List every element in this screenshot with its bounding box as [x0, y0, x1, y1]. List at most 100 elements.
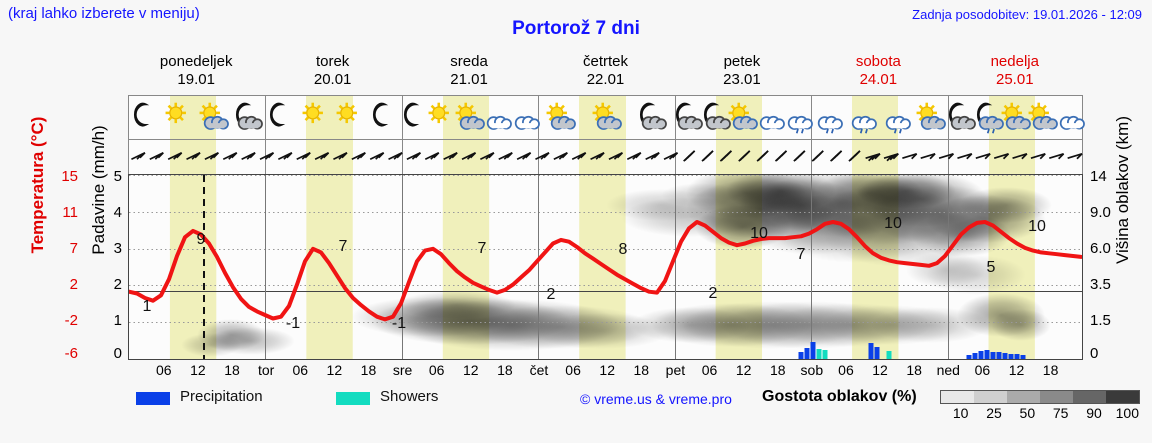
bar-precipitation [1014, 354, 1020, 359]
precipitation-bars [798, 342, 1026, 359]
bar-precipitation [1020, 355, 1026, 359]
precipitation-label: Precipitation [180, 388, 263, 405]
weather-icon-sun [334, 99, 368, 137]
weather-icon-moon-cloud [671, 99, 705, 137]
bar-showers [822, 350, 828, 359]
bar-showers [886, 351, 892, 359]
time-tick: čet [529, 362, 549, 378]
cloud-height-tick: 1.5 [1090, 312, 1111, 329]
density-tick: 50 [1019, 405, 1036, 421]
day-separator-4 [674, 96, 676, 139]
weather-icon-sun-cloud [914, 99, 948, 137]
weather-icon-cloud-rain [781, 99, 815, 137]
day-separator-6 [947, 96, 949, 139]
day-date: 24.01 [859, 71, 898, 88]
last-updated: Zadnja posodobitev: 19.01.2026 - 12:09 [912, 7, 1142, 22]
bar-precipitation [810, 342, 816, 359]
weather-icon-sun [163, 99, 197, 137]
density-segment-2 [973, 391, 1007, 403]
day-name: sobota [855, 53, 901, 70]
weather-icon-cloud [508, 99, 542, 137]
bar-precipitation [1002, 353, 1008, 359]
cloud-height-tick: 3.5 [1090, 276, 1111, 293]
temperature-curve [129, 220, 1082, 322]
day-date: 22.01 [586, 71, 625, 88]
day-name: petek [723, 53, 761, 70]
density-tick: 100 [1115, 405, 1139, 421]
precipitation-tick: 4 [113, 204, 122, 221]
day-header-7: nedelja 25.01 [947, 53, 1083, 89]
temperature-label: 10 [884, 215, 902, 232]
time-tick: 12 [1008, 362, 1025, 378]
wind-barb-strip [128, 140, 1083, 174]
density-tick: 25 [986, 405, 1002, 421]
weather-icon-moon-cloud [635, 99, 669, 137]
location-hint: (kraj lahko izberete v meniju) [8, 5, 200, 22]
day-header-5: petek 23.01 [674, 53, 810, 89]
day-header-6: sobota 24.01 [810, 53, 946, 89]
weather-icon-cloud-rain [879, 99, 913, 137]
time-tick: sre [392, 362, 413, 378]
day-separator-3 [538, 96, 540, 139]
day-separator-6 [947, 140, 949, 174]
temperature-tick: -6 [64, 345, 78, 362]
density-segment-1 [941, 391, 974, 403]
bar-precipitation [804, 348, 810, 359]
bar-precipitation [868, 343, 874, 359]
day-header-4: četrtek 22.01 [538, 53, 674, 89]
weather-icon-moon-cloud-rain [972, 99, 1006, 137]
cloud-height-axis-title: Višina oblakov (km) [1113, 115, 1132, 265]
daylight-band-5 [715, 140, 763, 174]
density-tick: 10 [952, 405, 969, 421]
daylight-band-2 [306, 140, 353, 174]
time-tick: 12 [872, 362, 888, 378]
density-segment-3 [1006, 391, 1040, 403]
cloud-height-tick: 6.0 [1090, 240, 1111, 257]
time-tick: 06 [292, 362, 309, 378]
weather-icon-sun-cloud [197, 99, 231, 137]
density-segment-4 [1040, 391, 1073, 403]
wind-barbs [131, 150, 1083, 162]
cloud-height-tick: 14 [1090, 168, 1107, 185]
bar-precipitation [972, 353, 978, 359]
weather-icon-strip [128, 95, 1086, 140]
day-separator-2 [401, 96, 403, 139]
showers-label: Showers [380, 388, 439, 405]
time-tick: 18 [769, 362, 786, 378]
time-tick: 12 [462, 362, 479, 378]
weather-icon-sun-cloud [999, 99, 1033, 137]
cloud-density-gradient [940, 390, 1140, 404]
day-separator-2 [401, 140, 403, 174]
temperature-label: 9 [197, 231, 206, 248]
cloud-height-tick: 0 [1090, 345, 1099, 362]
temperature-label: 10 [750, 225, 768, 242]
temperature-label: 7 [478, 240, 487, 257]
temperature-tick: -2 [64, 312, 78, 329]
weather-icon-sun-cloud [453, 99, 487, 137]
day-date: 25.01 [996, 71, 1034, 88]
copyright-notice[interactable]: © vreme.us & vreme.pro [580, 391, 732, 407]
temperature-tick: 15 [61, 168, 78, 185]
time-tick: ned [936, 362, 960, 378]
time-tick: 18 [633, 362, 650, 378]
temperature-tick: 2 [69, 276, 78, 293]
day-separator-1 [265, 96, 267, 139]
day-date: 19.01 [177, 71, 215, 88]
cloud-density-ticks: 10 25 50 75 90 100 [940, 405, 1146, 423]
temperature-label: -1 [286, 315, 300, 332]
weather-icon-sun-cloud [544, 99, 578, 137]
weather-icon-cloud [753, 99, 787, 137]
day-date: 21.01 [450, 71, 488, 88]
time-tick: 06 [428, 362, 445, 378]
density-segment-5 [1072, 391, 1106, 403]
temperature-label: 8 [619, 241, 628, 258]
forecast-plot: 1 9 -1 7 -1 7 2 8 2 10 7 10 5 10 [128, 174, 1083, 360]
time-tick: 12 [190, 362, 206, 378]
showers-swatch [336, 392, 370, 405]
precipitation-tick: 2 [113, 276, 122, 293]
time-tick: pet [665, 362, 686, 378]
temperature-label: -1 [392, 315, 406, 332]
density-segment-6 [1106, 391, 1139, 403]
weather-icon-moon-cloud [699, 99, 733, 137]
density-tick: 75 [1052, 405, 1069, 421]
